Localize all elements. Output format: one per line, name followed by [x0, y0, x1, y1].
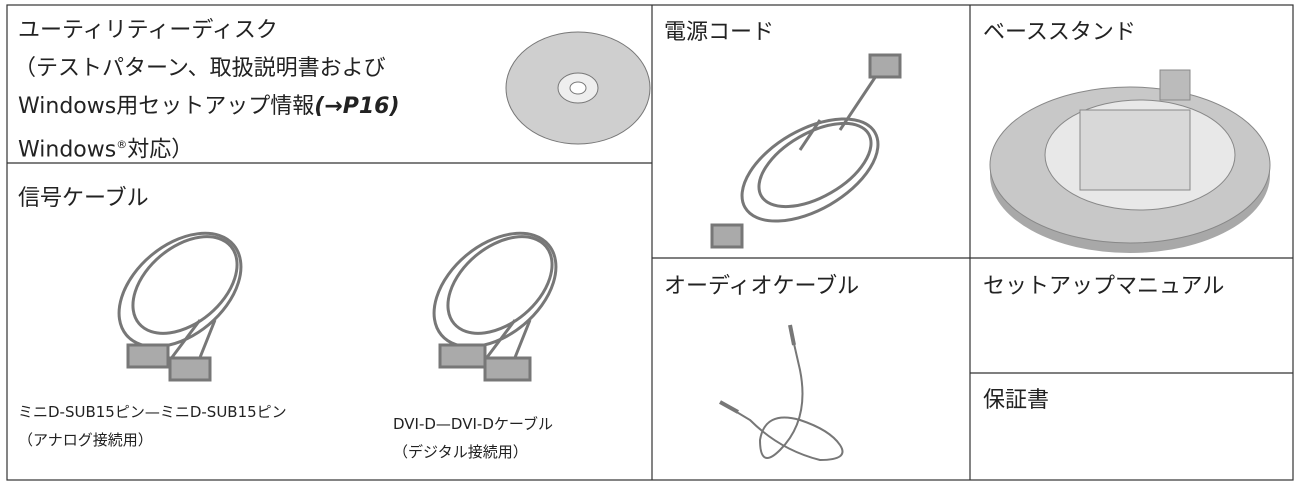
page-ref: (→P16) — [314, 94, 400, 119]
warranty-title: 保証書 — [983, 388, 1050, 413]
registered-mark: ® — [116, 138, 128, 151]
dvi-caption: （デジタル接続用） — [393, 443, 528, 461]
base-stand-title: ベーススタンド — [983, 20, 1136, 45]
dvi-cable-illustration — [432, 231, 558, 382]
setup-manual-title: セットアップマニュアル — [983, 274, 1225, 299]
audio-cable-title: オーディオケーブル — [664, 274, 860, 299]
cd-illustration — [505, 31, 651, 145]
audio-cable-illustration — [719, 324, 844, 462]
signal-cable-title: 信号ケーブル — [18, 186, 149, 211]
disk-line: 対応） — [127, 137, 194, 163]
disk-line: Windows®対応） — [18, 126, 193, 169]
disk-line: （テストパターン、取扱説明書および — [14, 56, 386, 81]
base-stand-illustration — [989, 69, 1271, 253]
vga-caption: ミニD-SUB15ピン—ミニD-SUB15ピン — [18, 403, 287, 421]
power-cord-illustration — [710, 53, 902, 249]
vga-caption: （アナログ接続用） — [18, 431, 153, 449]
disk-line: Windows用セットアップ情報(→P16) — [18, 88, 400, 126]
disk-title: ユーティリティーディスク — [18, 18, 278, 43]
vga-cable-illustration — [117, 231, 243, 382]
disk-line: Windows — [18, 137, 117, 163]
power-cord-title: 電源コード — [664, 20, 775, 45]
disk-line: Windows用セットアップ情報 — [18, 94, 315, 119]
dvi-caption: DVI-D—DVI-Dケーブル — [393, 415, 553, 433]
